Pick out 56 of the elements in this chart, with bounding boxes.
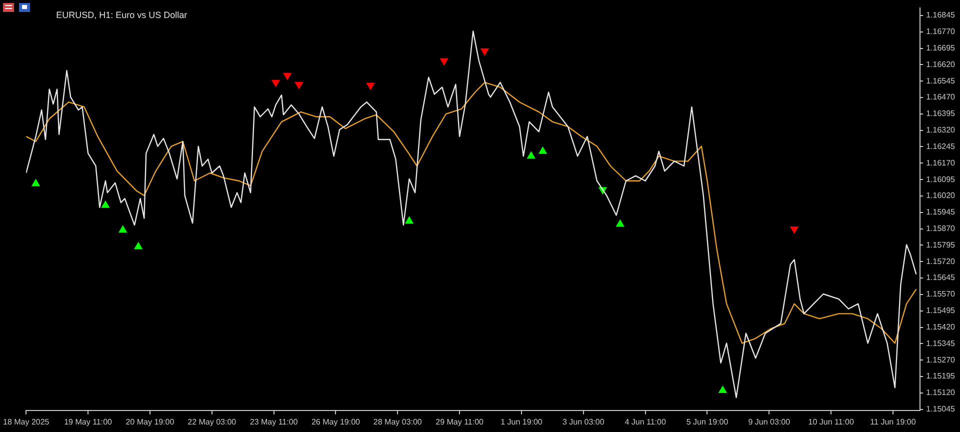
y-tick-label: 1.16470: [926, 92, 956, 102]
x-tick-label: 26 May 19:00: [311, 417, 361, 426]
point: [283, 72, 292, 80]
y-tick-label: 1.15045: [926, 404, 956, 414]
y-tick-label: 1.16170: [926, 158, 956, 168]
y-tick-label: 1.16395: [926, 109, 956, 118]
x-tick-label: 22 May 03:00: [188, 417, 237, 426]
point: [718, 386, 727, 393]
x-tick-label: 20 May 19:00: [126, 417, 175, 426]
x-tick-label: 3 Jun 03:00: [562, 417, 605, 426]
y-tick-label: 1.15495: [926, 306, 956, 316]
y-tick-label: 1.16245: [926, 142, 956, 151]
x-tick-label: 11 Jun 19:00: [870, 417, 916, 426]
y-tick-label: 1.16695: [926, 43, 956, 52]
y-tick-label: 1.16020: [926, 191, 956, 200]
x-tick-label: 1 Jun 19:00: [500, 417, 543, 426]
y-tick-label: 1.15795: [926, 240, 956, 250]
y-tick-label: 1.16620: [926, 60, 956, 69]
x-tick-label: 29 May 11:00: [436, 417, 484, 426]
y-tick-label: 1.15645: [926, 273, 956, 282]
point: [272, 80, 280, 87]
point: [366, 82, 375, 90]
y-tick-label: 1.15120: [926, 388, 956, 398]
point: [32, 179, 40, 186]
point: [101, 200, 110, 208]
y-tick-label: 1.16845: [926, 10, 956, 20]
x-tick-label: 10 Jun 11:00: [808, 417, 854, 426]
point: [480, 48, 489, 56]
y-tick-label: 1.16320: [926, 126, 956, 135]
y-tick-label: 1.15570: [926, 290, 956, 299]
y-tick-label: 1.15345: [926, 338, 956, 348]
point: [118, 226, 127, 233]
x-tick-label: 18 May 2025: [2, 417, 50, 426]
y-tick-label: 1.15270: [926, 355, 956, 364]
point: [538, 146, 547, 154]
y-tick-label: 1.15720: [926, 256, 956, 266]
y-tick-label: 1.16770: [926, 27, 956, 36]
chart-title: EURUSD, H1: Euro vs US Dollar: [56, 10, 188, 20]
y-tick-label: 1.15870: [926, 224, 956, 233]
point: [405, 216, 414, 224]
x-tick-label: 4 Jun 11:00: [624, 417, 666, 426]
x-tick-label: 19 May 11:00: [64, 417, 113, 426]
y-tick-label: 1.15420: [926, 322, 956, 332]
x-tick-label: 23 May 11:00: [250, 417, 298, 426]
point: [616, 220, 624, 227]
y-tick-label: 1.15195: [926, 372, 956, 381]
x-tick-label: 5 Jun 19:00: [686, 417, 729, 426]
x-tick-label: 28 May 03:00: [373, 417, 422, 426]
point: [440, 58, 448, 66]
y-tick-label: 1.15945: [926, 208, 956, 217]
y-tick-label: 1.16545: [926, 76, 956, 86]
y-tick-label: 1.16095: [926, 174, 956, 184]
point: [294, 82, 303, 89]
point: [527, 152, 536, 159]
x-tick-label: 9 Jun 03:00: [748, 417, 791, 426]
point: [134, 242, 142, 250]
